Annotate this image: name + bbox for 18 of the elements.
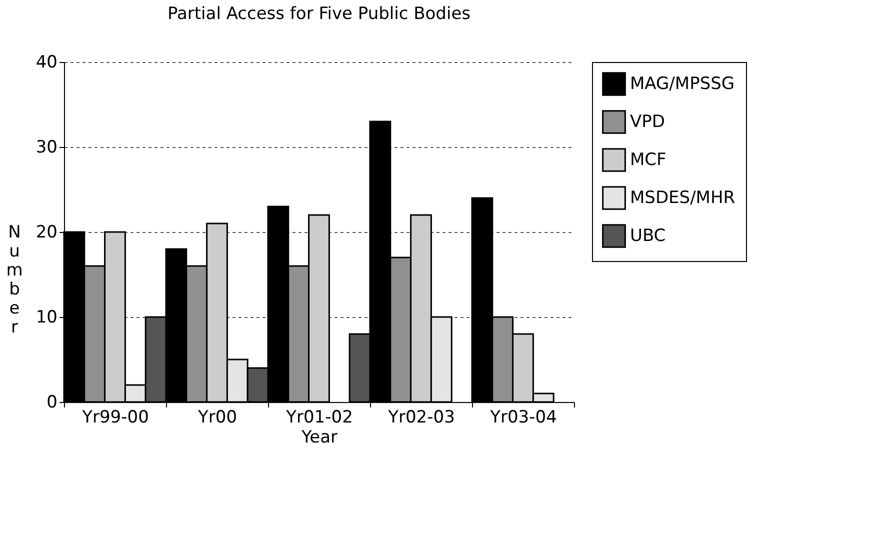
y-tick-label: 20	[36, 222, 58, 242]
legend-label: VPD	[630, 112, 665, 132]
y-tick-label: 40	[36, 52, 58, 72]
x-tick-label: Yr03-04	[489, 408, 557, 428]
y-axis-title: Number	[6, 222, 23, 338]
y-tick-label: 10	[36, 308, 58, 328]
legend-label: UBC	[630, 226, 666, 246]
legend-label: MSDES/MHR	[630, 188, 736, 208]
legend-label: MCF	[630, 150, 666, 170]
y-tick-label: 0	[46, 392, 58, 412]
x-tick-label: Yr01-02	[285, 408, 353, 428]
x-tick-label: Yr99-00	[81, 408, 149, 428]
x-tick-label: Yr02-03	[387, 408, 455, 428]
x-axis-title: Year	[300, 428, 338, 448]
chart-title: Partial Access for Five Public Bodies	[167, 4, 471, 24]
y-tick-label: 30	[36, 138, 58, 158]
legend-label: MAG/MPSSG	[630, 74, 735, 94]
x-tick-label: Yr00	[196, 408, 238, 428]
